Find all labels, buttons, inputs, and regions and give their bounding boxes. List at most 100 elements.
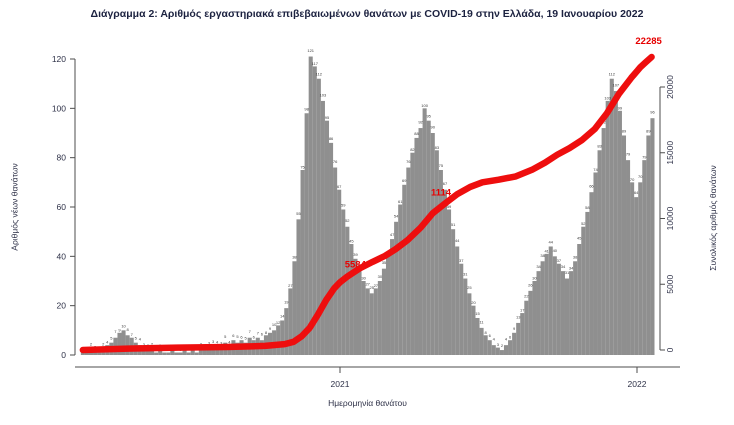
svg-text:54: 54 — [394, 213, 399, 218]
svg-text:31: 31 — [463, 272, 468, 277]
svg-text:5000: 5000 — [665, 275, 675, 294]
svg-text:76: 76 — [333, 159, 338, 164]
svg-text:2: 2 — [151, 342, 154, 347]
svg-text:45: 45 — [577, 236, 582, 241]
annotation-111xx: 1114 — [431, 188, 452, 199]
svg-text:0: 0 — [665, 347, 675, 352]
bars-daily-deaths — [80, 56, 655, 356]
svg-text:3: 3 — [220, 341, 223, 346]
svg-text:2: 2 — [90, 342, 93, 347]
svg-text:52: 52 — [345, 218, 350, 223]
svg-text:103: 103 — [604, 95, 611, 100]
svg-text:37: 37 — [459, 258, 464, 263]
svg-text:5: 5 — [244, 336, 247, 341]
svg-text:9: 9 — [513, 326, 516, 331]
svg-text:99: 99 — [618, 105, 623, 110]
svg-text:37: 37 — [557, 258, 562, 263]
svg-text:6: 6 — [489, 333, 492, 338]
svg-text:34: 34 — [569, 266, 574, 271]
svg-text:3: 3 — [497, 342, 500, 347]
svg-text:107: 107 — [612, 83, 619, 88]
svg-text:79: 79 — [642, 155, 647, 160]
svg-text:5: 5 — [224, 334, 227, 339]
svg-text:3: 3 — [212, 339, 215, 344]
svg-text:0: 0 — [61, 350, 66, 360]
svg-text:88: 88 — [414, 131, 419, 136]
svg-text:30: 30 — [361, 276, 366, 281]
svg-text:66: 66 — [589, 184, 594, 189]
svg-text:9: 9 — [118, 327, 121, 332]
svg-text:4: 4 — [139, 337, 142, 342]
svg-text:38: 38 — [540, 253, 545, 258]
svg-text:80: 80 — [57, 153, 67, 163]
svg-text:6: 6 — [240, 335, 243, 340]
svg-text:51: 51 — [451, 222, 456, 227]
annotation-5584: 5584 — [345, 260, 367, 271]
svg-text:25: 25 — [370, 285, 375, 290]
svg-text:90: 90 — [431, 125, 436, 130]
svg-text:2021: 2021 — [331, 379, 350, 389]
svg-text:98: 98 — [304, 106, 309, 111]
svg-text:41: 41 — [544, 248, 549, 253]
svg-text:89: 89 — [622, 128, 627, 133]
annotation-22285: 22285 — [635, 36, 662, 47]
svg-text:40: 40 — [553, 248, 558, 253]
svg-text:45: 45 — [349, 239, 354, 244]
svg-text:96: 96 — [650, 110, 655, 115]
svg-text:8: 8 — [485, 330, 488, 335]
svg-text:8: 8 — [127, 327, 130, 332]
svg-text:100: 100 — [52, 103, 66, 113]
svg-text:89: 89 — [646, 128, 651, 133]
svg-text:60: 60 — [57, 202, 67, 212]
svg-text:120: 120 — [52, 54, 66, 64]
svg-text:6: 6 — [261, 332, 264, 337]
svg-text:76: 76 — [406, 159, 411, 164]
svg-text:75: 75 — [300, 165, 305, 170]
svg-text:6: 6 — [232, 333, 235, 338]
svg-text:25: 25 — [467, 285, 472, 290]
svg-text:31: 31 — [565, 270, 570, 275]
svg-text:6: 6 — [253, 335, 256, 340]
svg-text:4: 4 — [505, 337, 508, 342]
svg-text:12: 12 — [276, 320, 281, 325]
svg-text:4: 4 — [228, 340, 231, 345]
svg-text:6: 6 — [509, 335, 512, 340]
svg-text:17: 17 — [520, 308, 525, 313]
svg-text:11: 11 — [480, 319, 485, 324]
svg-text:7: 7 — [114, 329, 117, 334]
svg-text:4: 4 — [216, 340, 219, 345]
svg-text:112: 112 — [316, 72, 323, 77]
svg-text:95: 95 — [325, 115, 330, 120]
svg-text:4: 4 — [493, 337, 496, 342]
svg-text:38: 38 — [292, 254, 297, 259]
svg-text:70: 70 — [630, 177, 635, 182]
svg-text:5: 5 — [110, 336, 113, 341]
svg-text:7: 7 — [249, 329, 252, 334]
svg-text:58: 58 — [585, 205, 590, 210]
svg-text:5: 5 — [236, 334, 239, 339]
svg-text:55: 55 — [296, 211, 301, 216]
svg-text:7: 7 — [131, 332, 134, 337]
svg-text:7: 7 — [257, 331, 260, 336]
svg-text:4: 4 — [106, 340, 109, 345]
svg-text:10: 10 — [121, 323, 126, 328]
svg-text:64: 64 — [634, 190, 639, 195]
svg-text:2: 2 — [501, 343, 504, 348]
svg-text:92: 92 — [418, 120, 423, 125]
svg-text:74: 74 — [593, 167, 598, 172]
svg-text:27: 27 — [374, 283, 379, 288]
svg-text:47: 47 — [390, 232, 395, 237]
svg-text:44: 44 — [455, 238, 460, 243]
svg-text:117: 117 — [312, 61, 319, 66]
svg-text:34: 34 — [561, 264, 566, 269]
svg-text:13: 13 — [516, 314, 521, 319]
svg-text:15: 15 — [475, 311, 480, 316]
svg-text:59: 59 — [341, 202, 346, 207]
svg-text:38: 38 — [573, 254, 578, 259]
svg-text:82: 82 — [410, 147, 415, 152]
svg-text:44: 44 — [549, 239, 554, 244]
svg-text:75: 75 — [439, 163, 444, 168]
svg-text:30: 30 — [378, 274, 383, 279]
